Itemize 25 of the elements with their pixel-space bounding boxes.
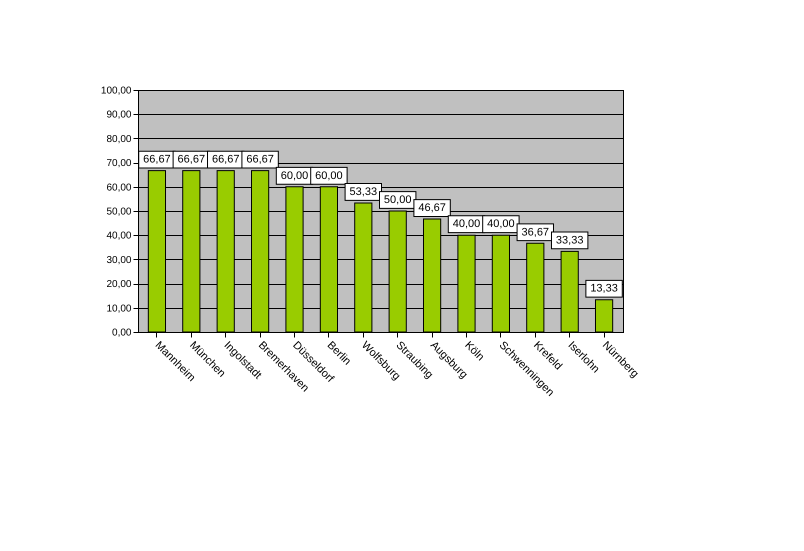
data-label: 66,67 <box>178 154 206 166</box>
y-tick-label: 20,00 <box>106 279 132 290</box>
y-tick-label: 60,00 <box>106 182 132 194</box>
y-tick-label: 100,00 <box>100 86 132 96</box>
y-tick-label: 70,00 <box>106 158 132 170</box>
y-tick-label: 80,00 <box>106 134 132 145</box>
data-label: 66,67 <box>143 154 171 166</box>
data-label: 66,67 <box>246 154 274 166</box>
data-label: 60,00 <box>280 170 308 182</box>
data-label: 50,00 <box>384 194 412 206</box>
data-label: 53,33 <box>350 186 378 198</box>
data-label: 60,00 <box>315 170 343 182</box>
data-label: 40,00 <box>452 218 480 230</box>
y-tick-label: 40,00 <box>106 230 132 242</box>
data-label: 36,67 <box>522 226 550 238</box>
y-tick-label: 50,00 <box>106 206 132 218</box>
data-label: 13,33 <box>590 282 618 295</box>
y-tick-label: 0,00 <box>112 328 132 338</box>
data-label: 33,33 <box>556 234 584 246</box>
y-tick-label: 90,00 <box>106 110 132 121</box>
data-label: 40,00 <box>487 218 515 230</box>
data-label: 46,67 <box>418 202 446 214</box>
y-tick-label: 10,00 <box>106 303 132 314</box>
y-tick-label: 30,00 <box>106 254 132 266</box>
data-label: 66,67 <box>212 154 240 166</box>
